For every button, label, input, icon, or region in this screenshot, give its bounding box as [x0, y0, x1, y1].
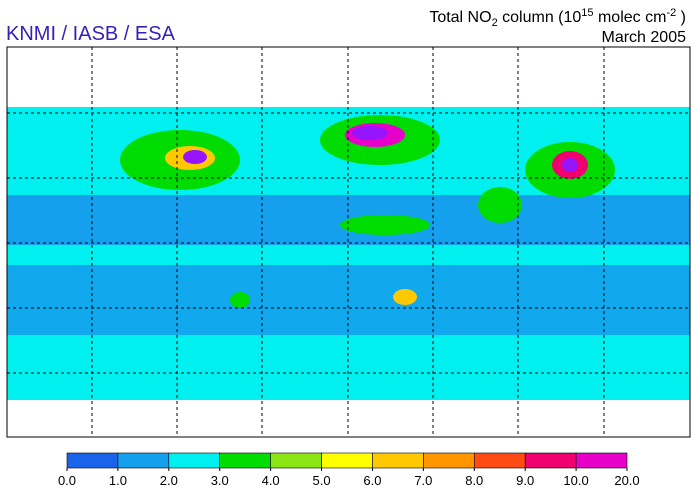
colorbar-label: 4.0: [262, 473, 280, 488]
colorbar-label: 3.0: [211, 473, 229, 488]
date: March 2005: [602, 29, 687, 46]
title-sup: -2: [666, 7, 676, 19]
colorbar-bin: [219, 452, 271, 469]
colorbar-label: 2.0: [160, 473, 178, 488]
colorbar-bin: [270, 452, 322, 469]
colorbar: 0.0 1.0 2.0 3.0 4.0 5.0 6.0 7.0 8.0 9.0 10.0 20.0: [58, 452, 640, 488]
source: KNMI / IASB / ESA: [6, 23, 176, 45]
colorbar-bin: [168, 452, 221, 469]
title-part: ): [676, 9, 686, 26]
title-part: molec cm: [594, 9, 667, 26]
map: [6, 46, 691, 438]
colorbar-label: 8.0: [465, 473, 483, 488]
colorbar-bin: [66, 452, 119, 469]
colorbar-bin: [117, 452, 170, 469]
colorbar-label: 9.0: [516, 473, 534, 488]
title: Total NO2 column (1015 molec cm-2 ): [429, 7, 686, 29]
colorbar-label: 0.0: [58, 473, 76, 488]
colorbar-bin: [321, 452, 373, 469]
title-sup: 15: [581, 7, 593, 19]
colorbar-label: 7.0: [414, 473, 432, 488]
title-sub: 2: [492, 17, 498, 29]
title-part: column (10: [498, 9, 582, 26]
colorbar-bin: [524, 452, 577, 469]
colorbar-bin: [473, 452, 526, 469]
colorbar-bin: [372, 452, 424, 469]
colorbar-bin: [423, 452, 475, 469]
colorbar-label: 6.0: [363, 473, 381, 488]
colorbar-label: 5.0: [313, 473, 331, 488]
colorbar-label: 1.0: [109, 473, 127, 488]
colorbar-label: 10.0: [563, 473, 588, 488]
colorbar-bin: [575, 452, 628, 469]
colorbar-label: 20.0: [614, 473, 639, 488]
title-part: Total NO: [429, 9, 491, 26]
